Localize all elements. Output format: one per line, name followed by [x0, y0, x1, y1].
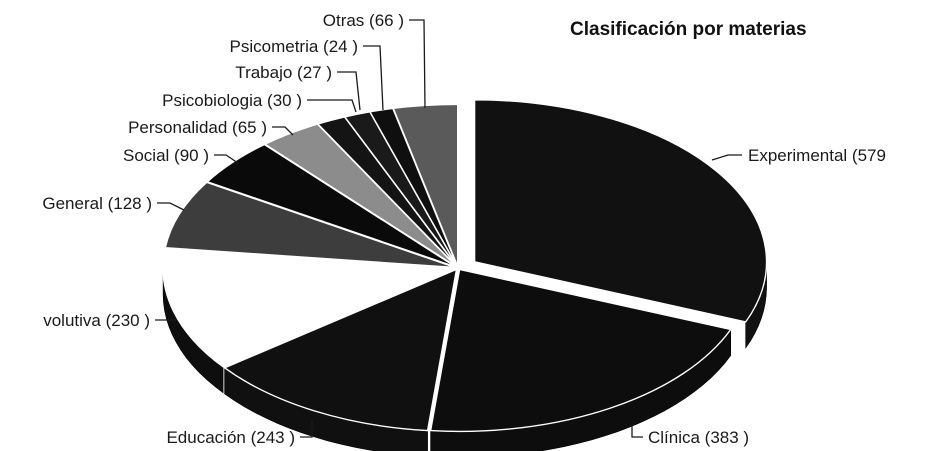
slice-evolutiva: [162, 247, 456, 368]
slice-label-experimental: Experimental (579: [748, 146, 886, 165]
slice-clinica: [429, 268, 732, 433]
leader-line-personalidad: [272, 126, 294, 136]
slice-label-psicometria: Psicometria (24 ): [230, 37, 358, 56]
slice-label-trabajo: Trabajo (27 ): [235, 63, 332, 82]
chart-title: Clasificación por materias: [570, 19, 807, 40]
slice-label-psicobiologia: Psicobiologia (30 ): [162, 91, 302, 110]
slice-label-evolutiva: volutiva (230 ): [43, 311, 150, 330]
slice-experimental: [473, 99, 768, 323]
leader-line-educacion: [300, 420, 313, 438]
leader-line-otras: [409, 19, 426, 109]
slice-label-otras: Otras (66 ): [323, 11, 404, 30]
slice-label-clinica: Clínica (383 ): [648, 428, 749, 447]
pie-slices-layer: [162, 99, 768, 433]
slice-label-personalidad: Personalidad (65 ): [128, 118, 267, 137]
slice-label-social: Social (90 ): [123, 146, 209, 165]
slice-general: [164, 181, 456, 269]
leader-line-trabajo: [337, 71, 361, 111]
slice-educacion: [223, 268, 458, 432]
leader-line-psicometria: [363, 45, 384, 111]
slice-label-general: General (128 ): [42, 194, 152, 213]
slice-label-educacion: Educación (243 ): [166, 428, 295, 447]
leader-lines-layer: [155, 19, 742, 438]
leader-line-general: [157, 202, 185, 211]
slice-labels-layer: Experimental (579 Clínica (383 ) Educación…: [42, 11, 886, 447]
leader-line-psicobiologia: [307, 99, 357, 113]
leader-line-clinica: [631, 424, 643, 438]
leader-line-experimental: [711, 154, 742, 161]
leader-line-social: [214, 154, 239, 164]
